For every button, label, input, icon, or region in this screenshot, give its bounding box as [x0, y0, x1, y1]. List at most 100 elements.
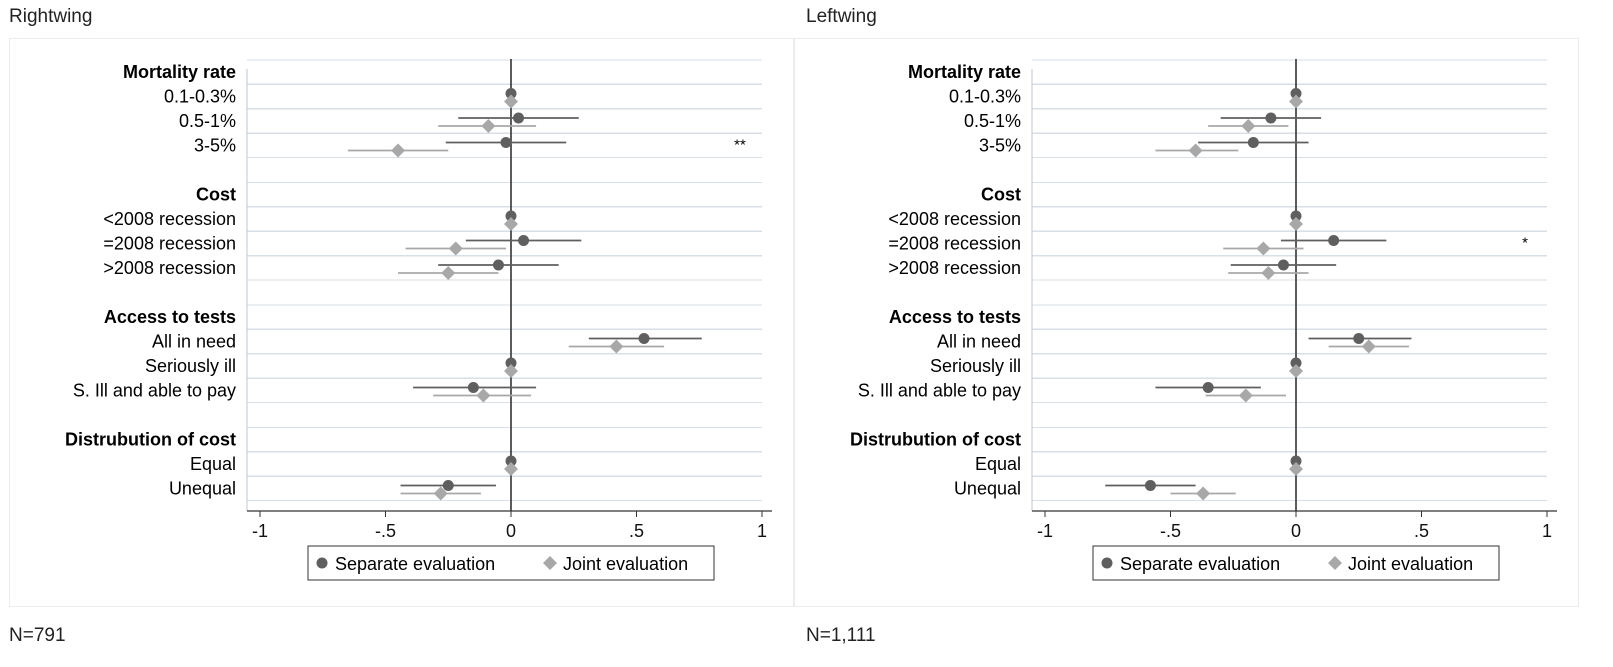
separate-estimate-point [505, 88, 517, 99]
row-label: 0.5-1% [964, 111, 1021, 131]
joint-estimate-point [1241, 119, 1256, 133]
separate-estimate-point [1290, 357, 1302, 369]
legend-joint-label: Joint evaluation [563, 554, 688, 574]
row-label: 0.1-0.3% [164, 87, 236, 107]
separate-estimate-point [1290, 455, 1302, 467]
row-label: 0.5-1% [179, 111, 236, 131]
right-chart-panel: -1 -.5 0 .5 1 Mortality rate 0.1-0.3% 0.5-1% 3-5… [794, 38, 1579, 607]
row-label: 3-5% [194, 136, 236, 156]
joint-estimate-point [504, 462, 518, 476]
group-header: Access to tests [889, 307, 1021, 327]
joint-estimate-point [1289, 94, 1303, 109]
group-header: Cost [981, 185, 1021, 205]
row-label: S. Ill and able to pay [858, 381, 1021, 401]
separate-estimate-point [500, 137, 512, 148]
significance-marker: ** [734, 137, 746, 154]
legend-joint-label: Joint evaluation [1348, 554, 1473, 574]
joint-estimate-point [1261, 266, 1276, 280]
separate-estimate-point [1328, 235, 1340, 246]
legend-joint-marker [1328, 556, 1342, 570]
right-panel-title: Leftwing [806, 6, 877, 27]
row-label: Unequal [954, 479, 1021, 499]
joint-estimate-point [504, 217, 518, 231]
joint-estimate-point [1361, 339, 1376, 354]
left-coefficient-plot: -1 -.5 0 .5 1 Mortality rate 0.1-0.3% 0.5-1% 3-5… [65, 59, 772, 581]
row-label: Seriously ill [930, 356, 1021, 376]
group-header: Distrubution of cost [850, 430, 1021, 450]
separate-estimate-point [505, 455, 517, 467]
left-sample-size: N=791 [9, 625, 66, 646]
right-sample-size: N=1,111 [806, 625, 876, 646]
joint-estimate-point [1289, 462, 1303, 476]
x-tick-label: -1 [252, 521, 268, 541]
joint-estimate-point [1289, 217, 1303, 231]
row-label: >2008 recession [888, 258, 1021, 278]
left-panel-title: Rightwing [9, 6, 93, 27]
legend-joint-marker [543, 556, 557, 570]
row-label: =2008 recession [103, 234, 236, 254]
joint-estimate-point [1256, 241, 1271, 256]
joint-estimate-point [1188, 143, 1203, 158]
separate-estimate-point [505, 357, 517, 369]
separate-estimate-point [1353, 333, 1365, 344]
joint-estimate-point [1196, 486, 1211, 501]
joint-estimate-point [609, 339, 624, 354]
separate-estimate-point [1144, 480, 1156, 491]
row-label: 3-5% [979, 136, 1021, 156]
row-label: =2008 recession [888, 234, 1021, 254]
joint-estimate-point [448, 241, 463, 256]
joint-estimate-point [1238, 388, 1253, 403]
separate-estimate-point [518, 235, 530, 246]
legend-box [1092, 545, 1500, 581]
row-label: <2008 recession [103, 209, 236, 229]
row-label: >2008 recession [103, 258, 236, 278]
x-tick-label: 1 [757, 521, 767, 541]
row-label: Seriously ill [145, 356, 236, 376]
legend-separate-label: Separate evaluation [335, 554, 495, 574]
row-label: <2008 recession [888, 209, 1021, 229]
separate-estimate-point [467, 382, 479, 393]
x-tick-label: 1 [1542, 521, 1552, 541]
right-coefficient-plot: -1 -.5 0 .5 1 Mortality rate 0.1-0.3% 0.5-1% 3-5… [850, 59, 1557, 581]
x-tick-label: -.5 [1160, 521, 1181, 541]
group-header: Mortality rate [908, 62, 1021, 82]
separate-estimate-point [505, 210, 517, 222]
separate-estimate-point [1290, 88, 1302, 99]
x-tick-label: .5 [629, 521, 644, 541]
separate-estimate-point [1202, 382, 1214, 393]
joint-estimate-point [391, 143, 406, 158]
separate-estimate-point [1277, 259, 1289, 271]
group-header: Cost [196, 185, 236, 205]
x-tick-label: .5 [1414, 521, 1429, 541]
row-label: Unequal [169, 479, 236, 499]
joint-estimate-point [476, 388, 491, 403]
legend-box [307, 545, 715, 581]
x-tick-label: -1 [1037, 521, 1053, 541]
row-label: Equal [190, 454, 236, 474]
group-header: Mortality rate [123, 62, 236, 82]
separate-estimate-point [442, 480, 454, 491]
separate-estimate-point [513, 112, 525, 124]
row-label: All in need [152, 332, 236, 352]
joint-estimate-point [441, 266, 456, 280]
group-header: Distrubution of cost [65, 430, 236, 450]
legend-separate-marker [316, 557, 328, 569]
separate-estimate-point [492, 259, 504, 271]
x-tick-label: -.5 [375, 521, 396, 541]
x-tick-label: 0 [506, 521, 516, 541]
legend-separate-label: Separate evaluation [1120, 554, 1280, 574]
row-label: S. Ill and able to pay [73, 381, 236, 401]
significance-marker: * [1522, 235, 1528, 252]
x-tick-label: 0 [1291, 521, 1301, 541]
left-chart-panel: -1 -.5 0 .5 1 Mortality rate 0.1-0.3% 0.5-1% 3-5… [9, 38, 794, 607]
separate-estimate-point [638, 333, 650, 344]
joint-estimate-point [504, 94, 518, 109]
joint-estimate-point [481, 119, 496, 133]
separate-estimate-point [1290, 210, 1302, 222]
separate-estimate-point [1247, 137, 1259, 148]
separate-estimate-point [1265, 112, 1277, 124]
group-header: Access to tests [104, 307, 236, 327]
row-label: All in need [937, 332, 1021, 352]
joint-estimate-point [433, 486, 448, 501]
joint-estimate-point [1289, 364, 1303, 378]
